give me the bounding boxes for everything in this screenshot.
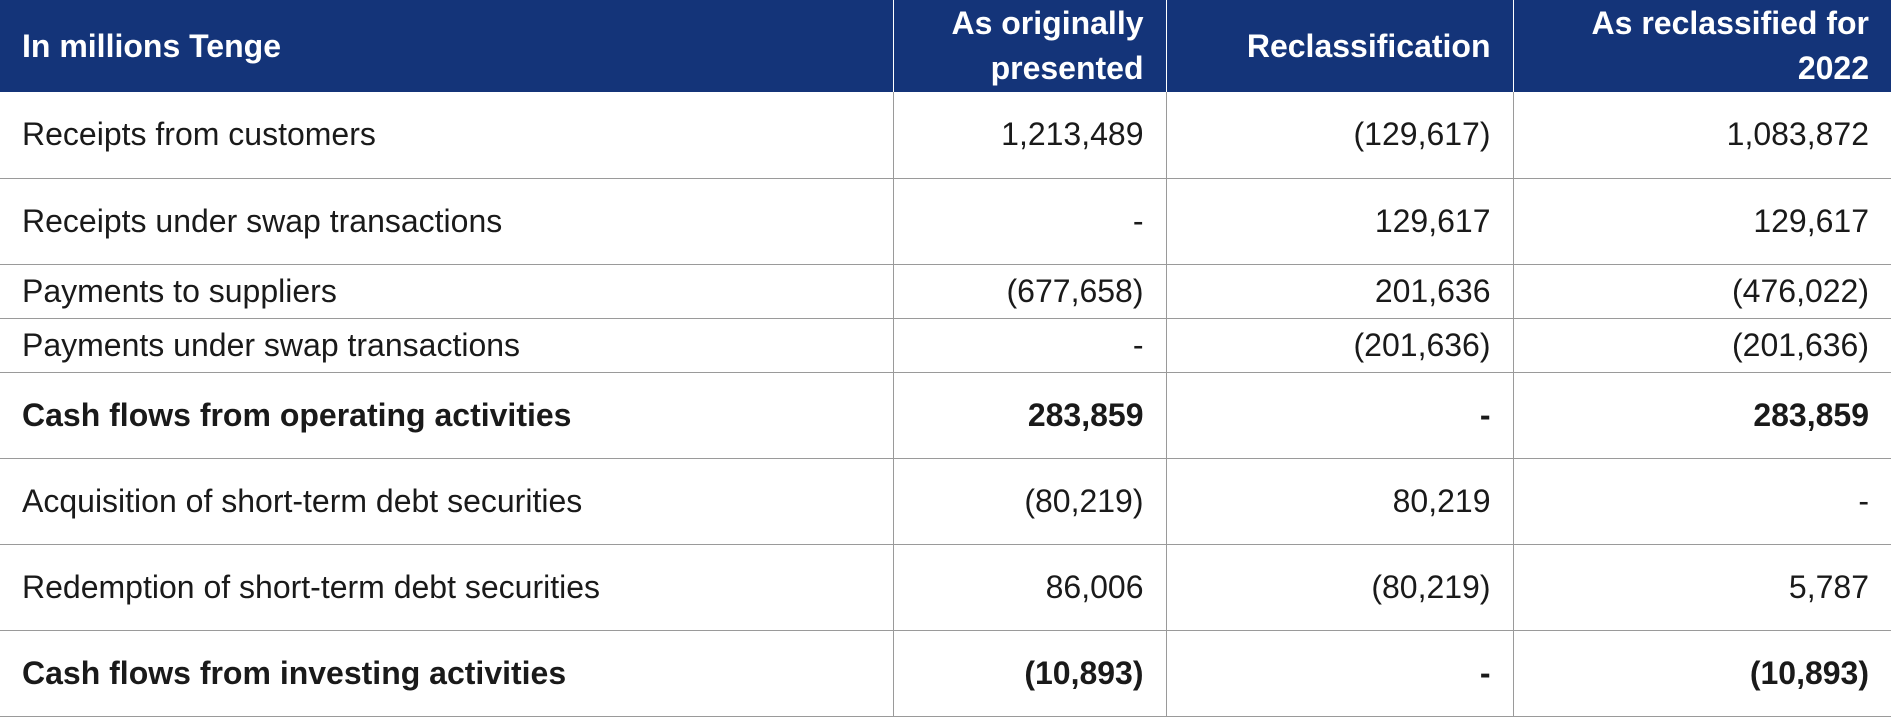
row-label: Payments to suppliers xyxy=(0,264,894,319)
header-currency-label: In millions Tenge xyxy=(0,0,894,92)
cell-reclassified: (10,893) xyxy=(1513,630,1891,717)
cell-original: - xyxy=(893,318,1167,373)
row-label: Redemption of short-term debt securities xyxy=(0,544,894,631)
cell-reclassified: (476,022) xyxy=(1513,264,1891,319)
row-label: Cash flows from investing activities xyxy=(0,630,894,717)
cell-reclassification: (129,617) xyxy=(1166,92,1514,179)
cell-original: (10,893) xyxy=(893,630,1167,717)
cell-reclassification: (201,636) xyxy=(1166,318,1514,373)
cell-reclassified: (201,636) xyxy=(1513,318,1891,373)
subtotal-row-investing: Cash flows from investing activities (10… xyxy=(0,630,1891,717)
cell-reclassification: 201,636 xyxy=(1166,264,1514,319)
row-label: Receipts from customers xyxy=(0,92,894,179)
header-reclassification: Reclassification xyxy=(1166,0,1514,92)
header-as-reclassified: As reclassified for 2022 xyxy=(1513,0,1891,92)
cell-original: 1,213,489 xyxy=(893,92,1167,179)
header-as-originally-presented: As originally presented xyxy=(893,0,1167,92)
cell-reclassified: 1,083,872 xyxy=(1513,92,1891,179)
row-label: Cash flows from operating activities xyxy=(0,372,894,459)
table-row: Acquisition of short-term debt securitie… xyxy=(0,458,1891,545)
cell-original: 86,006 xyxy=(893,544,1167,631)
header-row: In millions Tenge As originally presente… xyxy=(0,0,1891,92)
table-row: Payments to suppliers (677,658) 201,636 … xyxy=(0,264,1891,319)
subtotal-row-operating: Cash flows from operating activities 283… xyxy=(0,372,1891,459)
cell-reclassified: - xyxy=(1513,458,1891,545)
cell-original: (677,658) xyxy=(893,264,1167,319)
table-row: Payments under swap transactions - (201,… xyxy=(0,318,1891,373)
cell-reclassification: (80,219) xyxy=(1166,544,1514,631)
table-row: Receipts under swap transactions - 129,6… xyxy=(0,178,1891,265)
row-label: Acquisition of short-term debt securitie… xyxy=(0,458,894,545)
table-row: Redemption of short-term debt securities… xyxy=(0,544,1891,631)
cell-reclassification: 80,219 xyxy=(1166,458,1514,545)
row-label: Payments under swap transactions xyxy=(0,318,894,373)
cell-original: 283,859 xyxy=(893,372,1167,459)
cell-original: - xyxy=(893,178,1167,265)
cell-reclassification: 129,617 xyxy=(1166,178,1514,265)
cell-reclassification: - xyxy=(1166,630,1514,717)
row-label: Receipts under swap transactions xyxy=(0,178,894,265)
cell-original: (80,219) xyxy=(893,458,1167,545)
cell-reclassified: 129,617 xyxy=(1513,178,1891,265)
cell-reclassified: 283,859 xyxy=(1513,372,1891,459)
cell-reclassified: 5,787 xyxy=(1513,544,1891,631)
cell-reclassification: - xyxy=(1166,372,1514,459)
table-row: Receipts from customers 1,213,489 (129,6… xyxy=(0,92,1891,179)
